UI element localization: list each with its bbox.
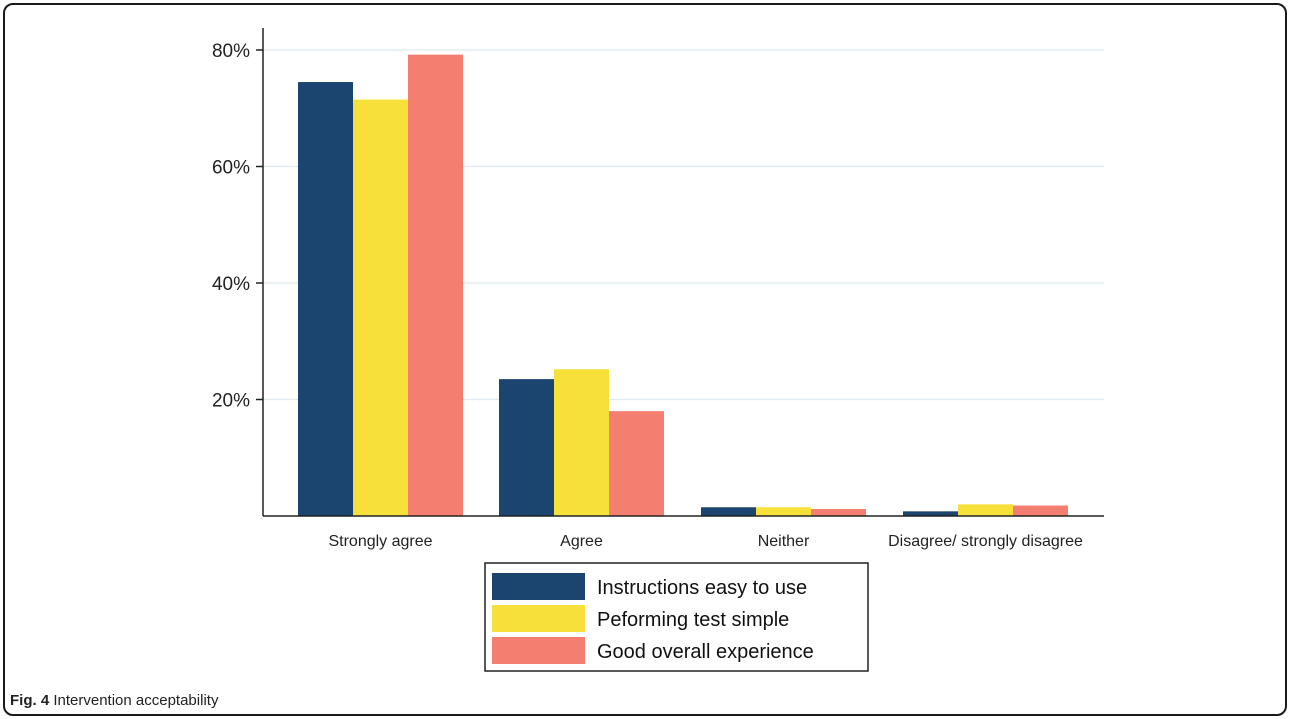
x-labels: Strongly agree Agree Neither Disagree/ stro… xyxy=(328,533,1083,550)
y-ticks: 20% 40% 60% 80% xyxy=(212,41,263,412)
legend-swatch xyxy=(492,637,585,664)
bar xyxy=(958,504,1013,516)
bar xyxy=(903,511,958,516)
bar xyxy=(701,507,756,516)
y-tick-label: 20% xyxy=(212,391,250,412)
x-tick-label: Neither xyxy=(758,533,810,550)
y-tick-label: 80% xyxy=(212,41,250,62)
figure-caption: Fig. 4 Intervention acceptability xyxy=(10,692,218,709)
bars xyxy=(298,54,1068,516)
legend-swatch xyxy=(492,605,585,632)
bar xyxy=(609,411,664,516)
x-tick-label: Strongly agree xyxy=(328,533,432,550)
caption-text: Intervention acceptability xyxy=(53,692,219,709)
bar xyxy=(811,509,866,516)
legend-label: Instructions easy to use xyxy=(597,577,807,599)
bar xyxy=(499,379,554,516)
y-tick-label: 40% xyxy=(212,274,250,295)
bar xyxy=(298,82,353,516)
bar xyxy=(756,507,811,516)
legend-label: Peforming test simple xyxy=(597,609,789,631)
y-tick-label: 60% xyxy=(212,158,250,179)
bar xyxy=(1013,505,1068,516)
legend-label: Good overall experience xyxy=(597,641,814,663)
legend-swatch xyxy=(492,573,585,600)
x-tick-label: Disagree/ strongly disagree xyxy=(888,533,1083,550)
legend: Instructions easy to use Peforming test s… xyxy=(484,562,869,672)
bar xyxy=(408,54,463,516)
bar xyxy=(353,99,408,516)
bar xyxy=(554,369,609,516)
axes xyxy=(262,28,1104,517)
caption-label: Fig. 4 xyxy=(10,692,50,709)
x-tick-label: Agree xyxy=(560,533,603,550)
